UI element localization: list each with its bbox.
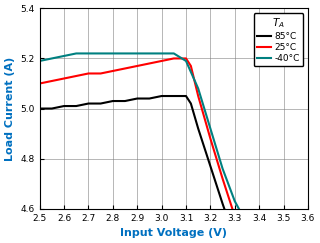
Legend: 85°C, 25°C, -40°C: 85°C, 25°C, -40°C: [254, 13, 303, 66]
85°C: [184, 95, 188, 97]
-40°C: [160, 52, 164, 55]
85°C: [62, 104, 66, 107]
25°C: [74, 75, 78, 78]
25°C: [208, 137, 212, 140]
85°C: [99, 102, 102, 105]
Line: 25°C: 25°C: [40, 59, 308, 243]
85°C: [160, 95, 164, 97]
85°C: [196, 127, 200, 130]
25°C: [233, 215, 237, 218]
25°C: [123, 67, 127, 70]
-40°C: [86, 52, 90, 55]
-40°C: [50, 57, 54, 60]
-40°C: [245, 222, 249, 225]
25°C: [111, 69, 115, 72]
25°C: [148, 62, 151, 65]
-40°C: [148, 52, 151, 55]
-40°C: [111, 52, 115, 55]
-40°C: [38, 60, 42, 62]
25°C: [184, 57, 188, 60]
85°C: [208, 165, 212, 168]
25°C: [50, 79, 54, 82]
Line: -40°C: -40°C: [40, 53, 308, 243]
-40°C: [74, 52, 78, 55]
-40°C: [208, 127, 212, 130]
25°C: [221, 177, 225, 180]
85°C: [38, 107, 42, 110]
85°C: [221, 202, 225, 205]
85°C: [233, 237, 237, 240]
25°C: [172, 57, 176, 60]
-40°C: [99, 52, 102, 55]
Line: 85°C: 85°C: [40, 96, 308, 243]
Y-axis label: Load Current (A): Load Current (A): [5, 56, 15, 161]
85°C: [50, 107, 54, 110]
25°C: [189, 64, 193, 67]
-40°C: [123, 52, 127, 55]
25°C: [99, 72, 102, 75]
-40°C: [135, 52, 139, 55]
-40°C: [257, 240, 261, 243]
-40°C: [233, 200, 237, 203]
25°C: [160, 60, 164, 62]
25°C: [196, 95, 200, 97]
25°C: [135, 64, 139, 67]
-40°C: [62, 54, 66, 57]
25°C: [38, 82, 42, 85]
85°C: [172, 95, 176, 97]
85°C: [148, 97, 151, 100]
25°C: [62, 77, 66, 80]
85°C: [74, 104, 78, 107]
85°C: [111, 100, 115, 103]
85°C: [123, 100, 127, 103]
X-axis label: Input Voltage (V): Input Voltage (V): [120, 228, 227, 238]
-40°C: [196, 87, 200, 90]
-40°C: [221, 167, 225, 170]
-40°C: [184, 60, 188, 62]
85°C: [86, 102, 90, 105]
85°C: [189, 102, 193, 105]
-40°C: [172, 52, 176, 55]
85°C: [135, 97, 139, 100]
25°C: [86, 72, 90, 75]
